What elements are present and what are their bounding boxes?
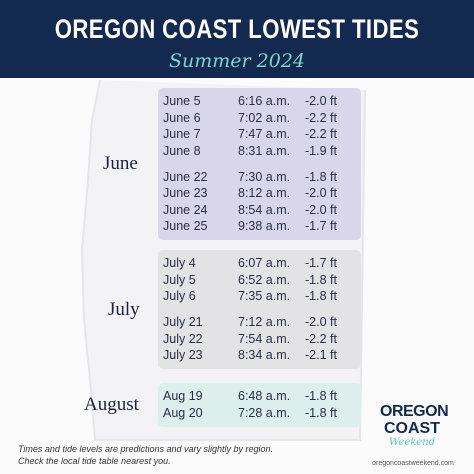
tide-level: -1.8 ft — [305, 405, 337, 420]
tide-date: June 7 — [163, 127, 201, 141]
tide-box — [158, 250, 361, 369]
tide-level: -2.2 ft — [305, 127, 337, 141]
footer-note: Times and tide levels are predictions an… — [18, 444, 274, 454]
tide-level: -2.1 ft — [305, 348, 337, 362]
tide-level: -1.7 ft — [305, 219, 337, 233]
tide-time: 8:12 a.m. — [238, 186, 291, 200]
subtitle: Summer 2024 — [168, 50, 305, 72]
tide-time: 8:34 a.m. — [238, 348, 291, 362]
tide-level: -2.0 ft — [305, 202, 337, 217]
tide-level: -1.9 ft — [305, 143, 337, 158]
tide-date: June 8 — [163, 143, 201, 158]
tide-date: June 6 — [163, 110, 201, 125]
tide-time: 7:35 a.m. — [238, 289, 291, 303]
tide-level: -1.8 ft — [305, 389, 337, 403]
tide-time: 8:31 a.m. — [238, 143, 291, 158]
tide-level: -2.2 ft — [305, 331, 337, 346]
tide-time: 8:54 a.m. — [238, 202, 291, 217]
tide-date: June 22 — [163, 169, 208, 184]
tide-time: 6:07 a.m. — [238, 256, 291, 270]
tide-date: July 5 — [163, 272, 196, 287]
tide-date: July 4 — [163, 256, 196, 270]
tide-time: 7:54 a.m. — [238, 331, 291, 346]
logo-text: COAST — [384, 420, 440, 437]
tide-time: 7:47 a.m. — [238, 127, 291, 141]
tide-level: -1.8 ft — [305, 272, 337, 287]
tide-time: 6:16 a.m. — [238, 94, 291, 108]
tide-time: 7:28 a.m. — [238, 405, 291, 420]
tide-time: 7:12 a.m. — [238, 315, 291, 329]
header-band: OREGON COAST LOWEST TIDES Summer 2024 — [0, 0, 474, 78]
tide-time: 9:38 a.m. — [238, 219, 291, 233]
tide-level: -1.8 ft — [305, 289, 337, 303]
tide-date: June 25 — [163, 219, 208, 233]
tide-box — [158, 88, 361, 240]
tide-box — [158, 383, 361, 427]
logo-script: Weekend — [388, 437, 436, 448]
tide-date: June 24 — [163, 202, 208, 217]
month-label: June — [103, 153, 138, 174]
month-label: July — [108, 298, 140, 320]
tide-time: 7:30 a.m. — [238, 169, 291, 184]
tide-date: Aug 19 — [163, 389, 203, 403]
tide-date: June 23 — [163, 186, 208, 200]
tide-level: -2.0 ft — [305, 315, 337, 329]
tide-level: -1.8 ft — [305, 169, 337, 184]
tide-time: 6:52 a.m. — [238, 272, 291, 287]
tide-level: -2.2 ft — [305, 110, 337, 125]
tide-date: July 22 — [163, 331, 203, 346]
title: OREGON COAST LOWEST TIDES — [54, 14, 420, 44]
tide-date: Aug 20 — [163, 405, 203, 420]
month-label: August — [84, 393, 139, 415]
tide-time: 7:02 a.m. — [238, 110, 291, 125]
tide-date: July 21 — [163, 315, 203, 329]
tide-date: July 6 — [163, 289, 196, 303]
tide-level: -2.0 ft — [305, 94, 337, 108]
tide-level: -2.0 ft — [305, 186, 337, 200]
tide-date: July 23 — [163, 348, 203, 362]
tide-time: 6:48 a.m. — [238, 389, 291, 403]
logo-text: OREGON — [380, 403, 449, 420]
tide-date: June 5 — [163, 94, 201, 108]
tide-level: -1.7 ft — [305, 256, 337, 270]
logo-url: oregoncoastweekend.com — [372, 460, 454, 467]
footer-note: Check the local tide table nearest you. — [18, 456, 171, 466]
